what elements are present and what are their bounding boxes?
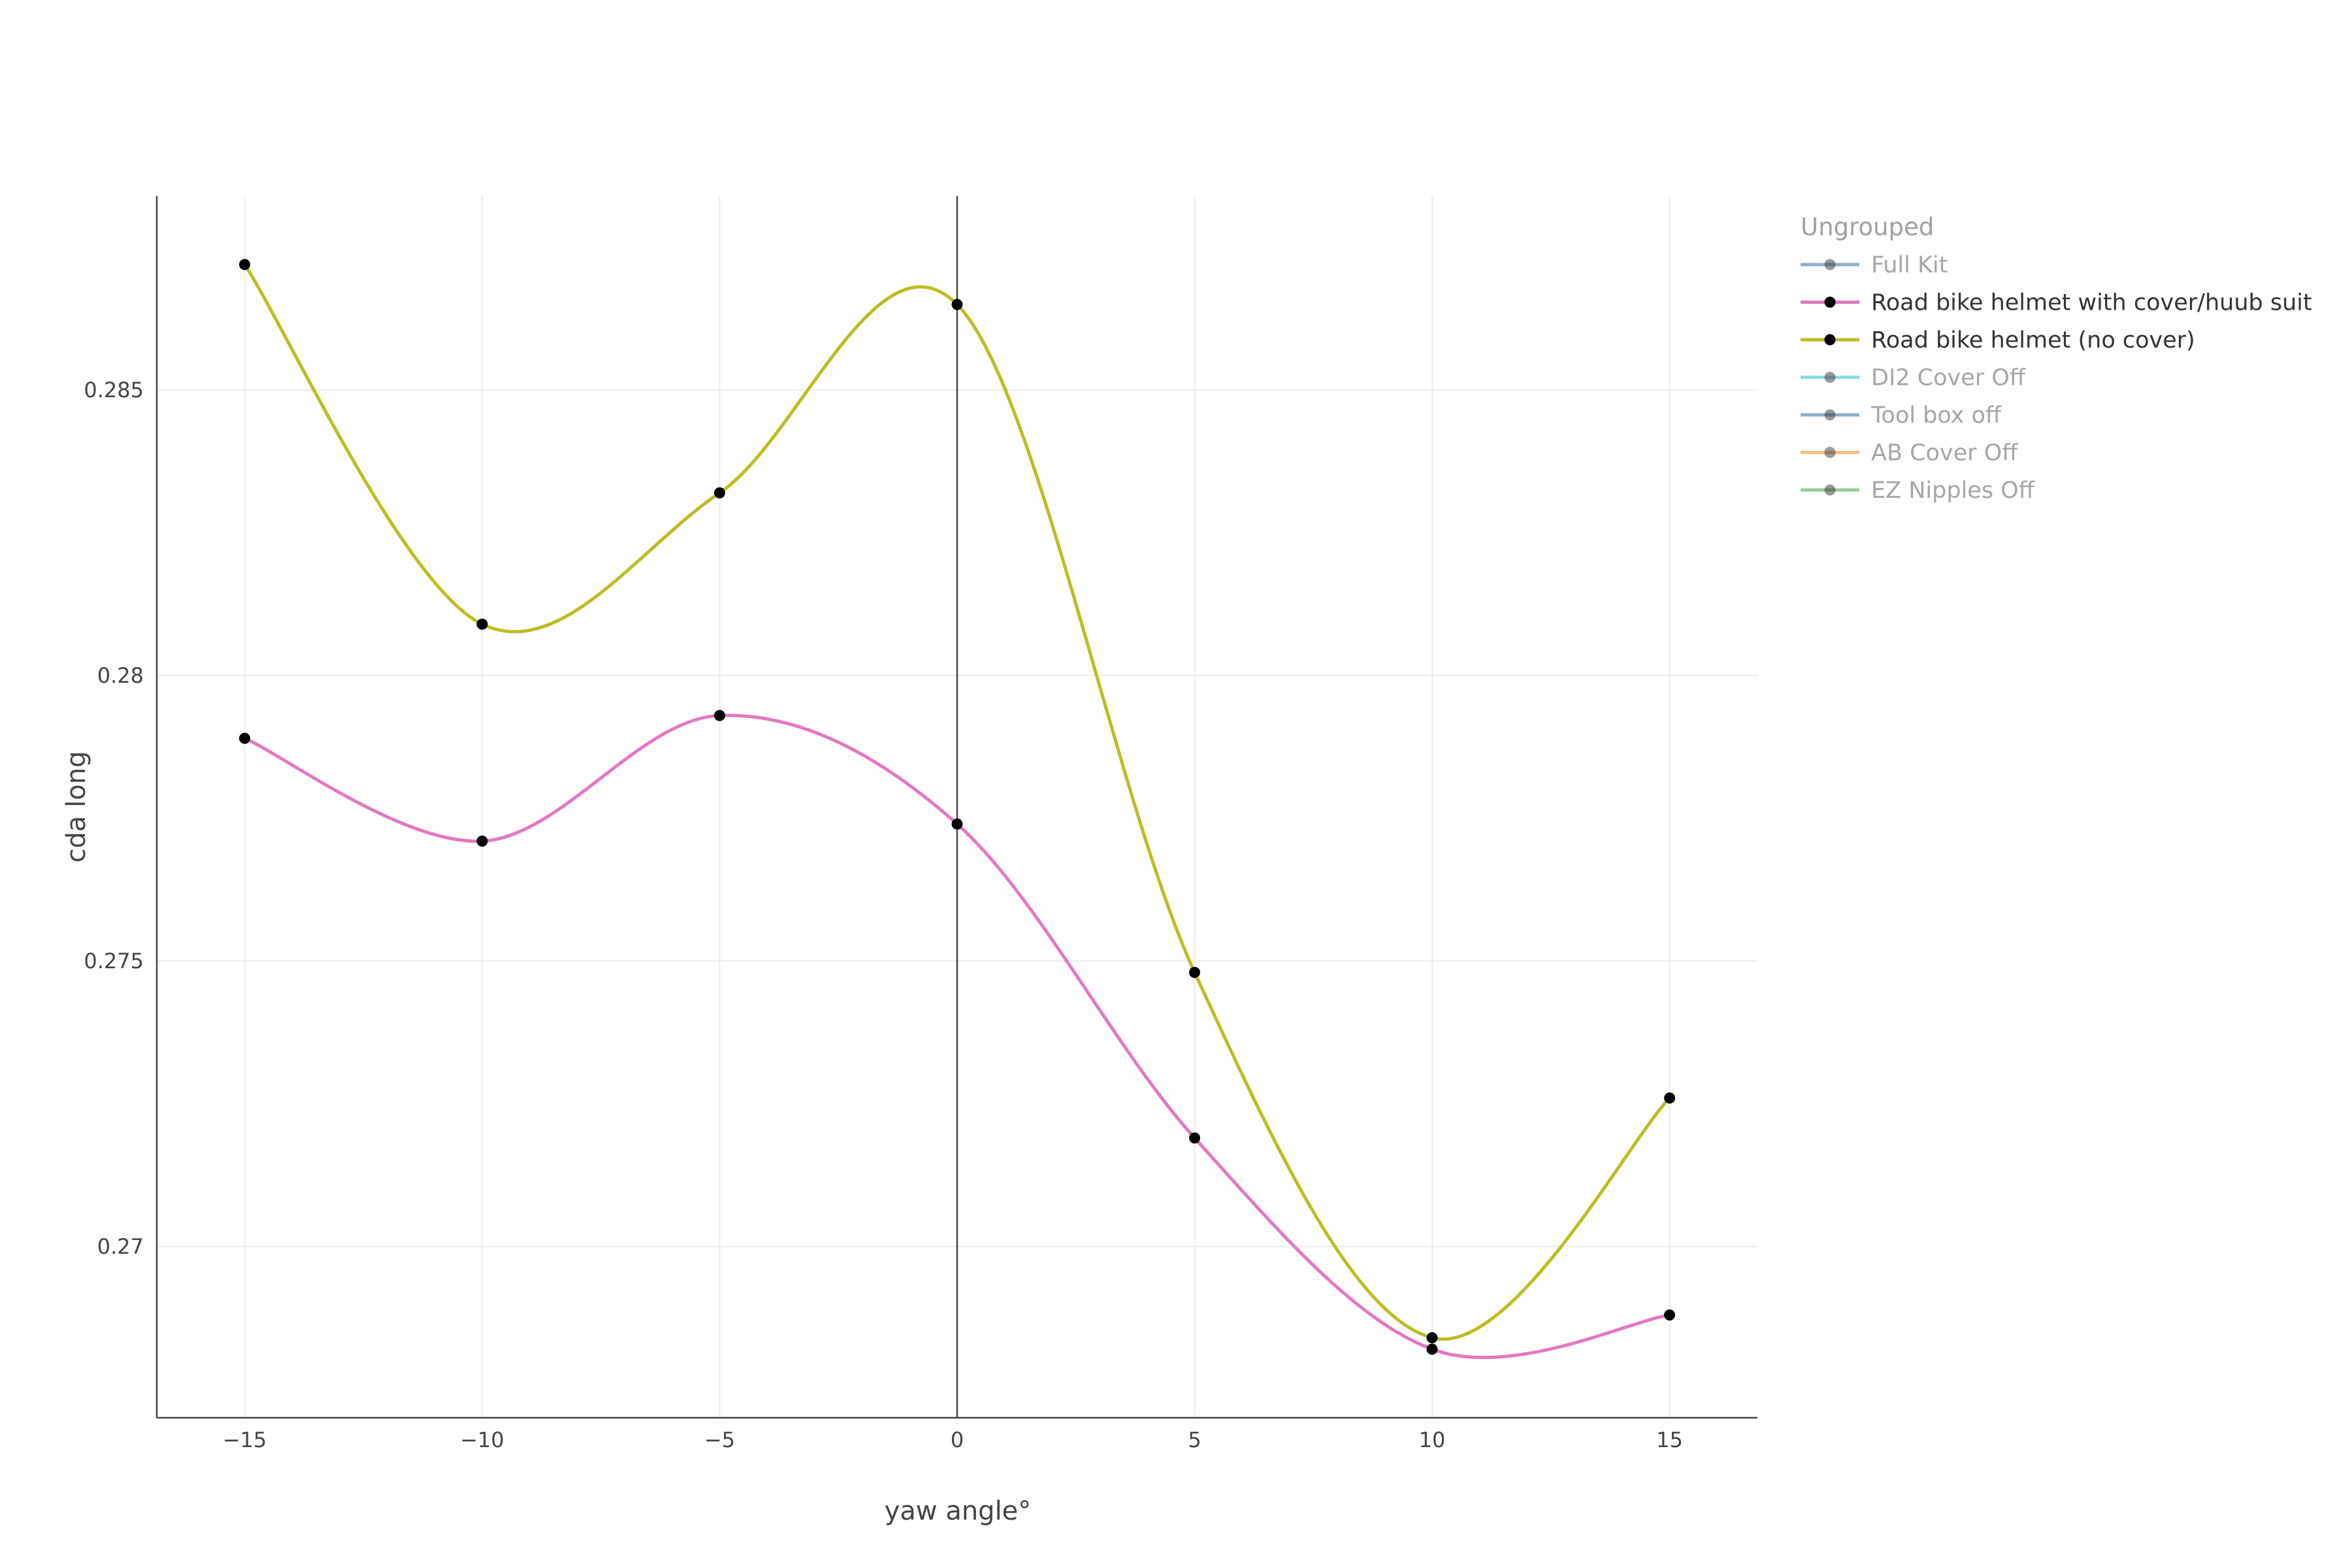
legend-item[interactable]: DI2 Cover Off xyxy=(1801,365,2026,391)
x-tick-label: 5 xyxy=(1188,1428,1201,1452)
legend-swatch-marker xyxy=(1824,447,1836,458)
legend-item[interactable]: EZ Nipples Off xyxy=(1801,478,2035,504)
series-2 xyxy=(238,259,1676,1344)
data-point[interactable] xyxy=(713,710,725,721)
y-tick-label: 0.285 xyxy=(84,378,144,402)
y-tick-label: 0.28 xyxy=(97,663,144,688)
y-tick-label: 0.275 xyxy=(84,949,144,973)
x-tick-labels: −15 −10 −5 0 5 10 15 xyxy=(223,1428,1683,1452)
data-point[interactable] xyxy=(238,732,250,744)
y-tick-label: 0.27 xyxy=(97,1234,144,1259)
data-point[interactable] xyxy=(1189,1132,1201,1144)
legend-item[interactable]: Road bike helmet with cover/huub suit xyxy=(1801,290,2312,316)
legend-swatch-marker xyxy=(1824,297,1836,308)
data-point[interactable] xyxy=(1664,1092,1676,1104)
legend-item[interactable]: Road bike helmet (no cover) xyxy=(1801,327,2195,353)
series-1 xyxy=(238,710,1676,1360)
legend-item[interactable]: AB Cover Off xyxy=(1801,440,2018,466)
legend-label: Tool box off xyxy=(1870,402,2002,429)
legend-swatch-marker xyxy=(1824,372,1836,383)
data-point[interactable] xyxy=(238,259,250,270)
legend-label: Road bike helmet with cover/huub suit xyxy=(1871,290,2312,316)
legend-swatch-marker xyxy=(1824,484,1836,496)
data-point[interactable] xyxy=(1664,1309,1676,1321)
x-tick-label: 15 xyxy=(1656,1428,1683,1452)
data-point[interactable] xyxy=(713,487,725,498)
legend-label: AB Cover Off xyxy=(1871,440,2018,466)
legend-label: Road bike helmet (no cover) xyxy=(1871,327,2195,353)
data-point[interactable] xyxy=(1426,1343,1438,1355)
axes xyxy=(155,196,1757,1419)
legend-swatch-marker xyxy=(1824,259,1836,270)
legend-item[interactable]: Tool box off xyxy=(1801,402,2002,429)
data-point[interactable] xyxy=(951,818,963,830)
data-point[interactable] xyxy=(1426,1332,1438,1344)
data-point[interactable] xyxy=(476,618,488,630)
data-point[interactable] xyxy=(951,299,963,310)
y-axis-title: cda long xyxy=(61,751,91,863)
legend-label: DI2 Cover Off xyxy=(1871,365,2026,391)
x-tick-label: −15 xyxy=(223,1428,267,1452)
legend-swatch-marker xyxy=(1824,409,1836,421)
legend-label: EZ Nipples Off xyxy=(1871,478,2035,504)
x-tick-label: −10 xyxy=(460,1428,504,1452)
data-point[interactable] xyxy=(476,835,488,847)
x-tick-label: −5 xyxy=(704,1428,735,1452)
x-tick-label: 0 xyxy=(951,1428,964,1452)
legend-title: Ungrouped xyxy=(1801,213,1934,241)
legend-item[interactable]: Full Kit xyxy=(1801,252,1948,278)
legend-label: Full Kit xyxy=(1871,252,1948,278)
legend[interactable]: Ungrouped Full Kit Road bike helmet with … xyxy=(1801,213,2312,504)
x-axis-title: yaw angle° xyxy=(885,1496,1032,1526)
x-tick-label: 10 xyxy=(1419,1428,1446,1452)
y-tick-labels: 0.27 0.275 0.28 0.285 xyxy=(84,378,144,1259)
legend-swatch-marker xyxy=(1824,334,1836,346)
data-point[interactable] xyxy=(1189,966,1201,978)
series-layer xyxy=(238,259,1676,1360)
